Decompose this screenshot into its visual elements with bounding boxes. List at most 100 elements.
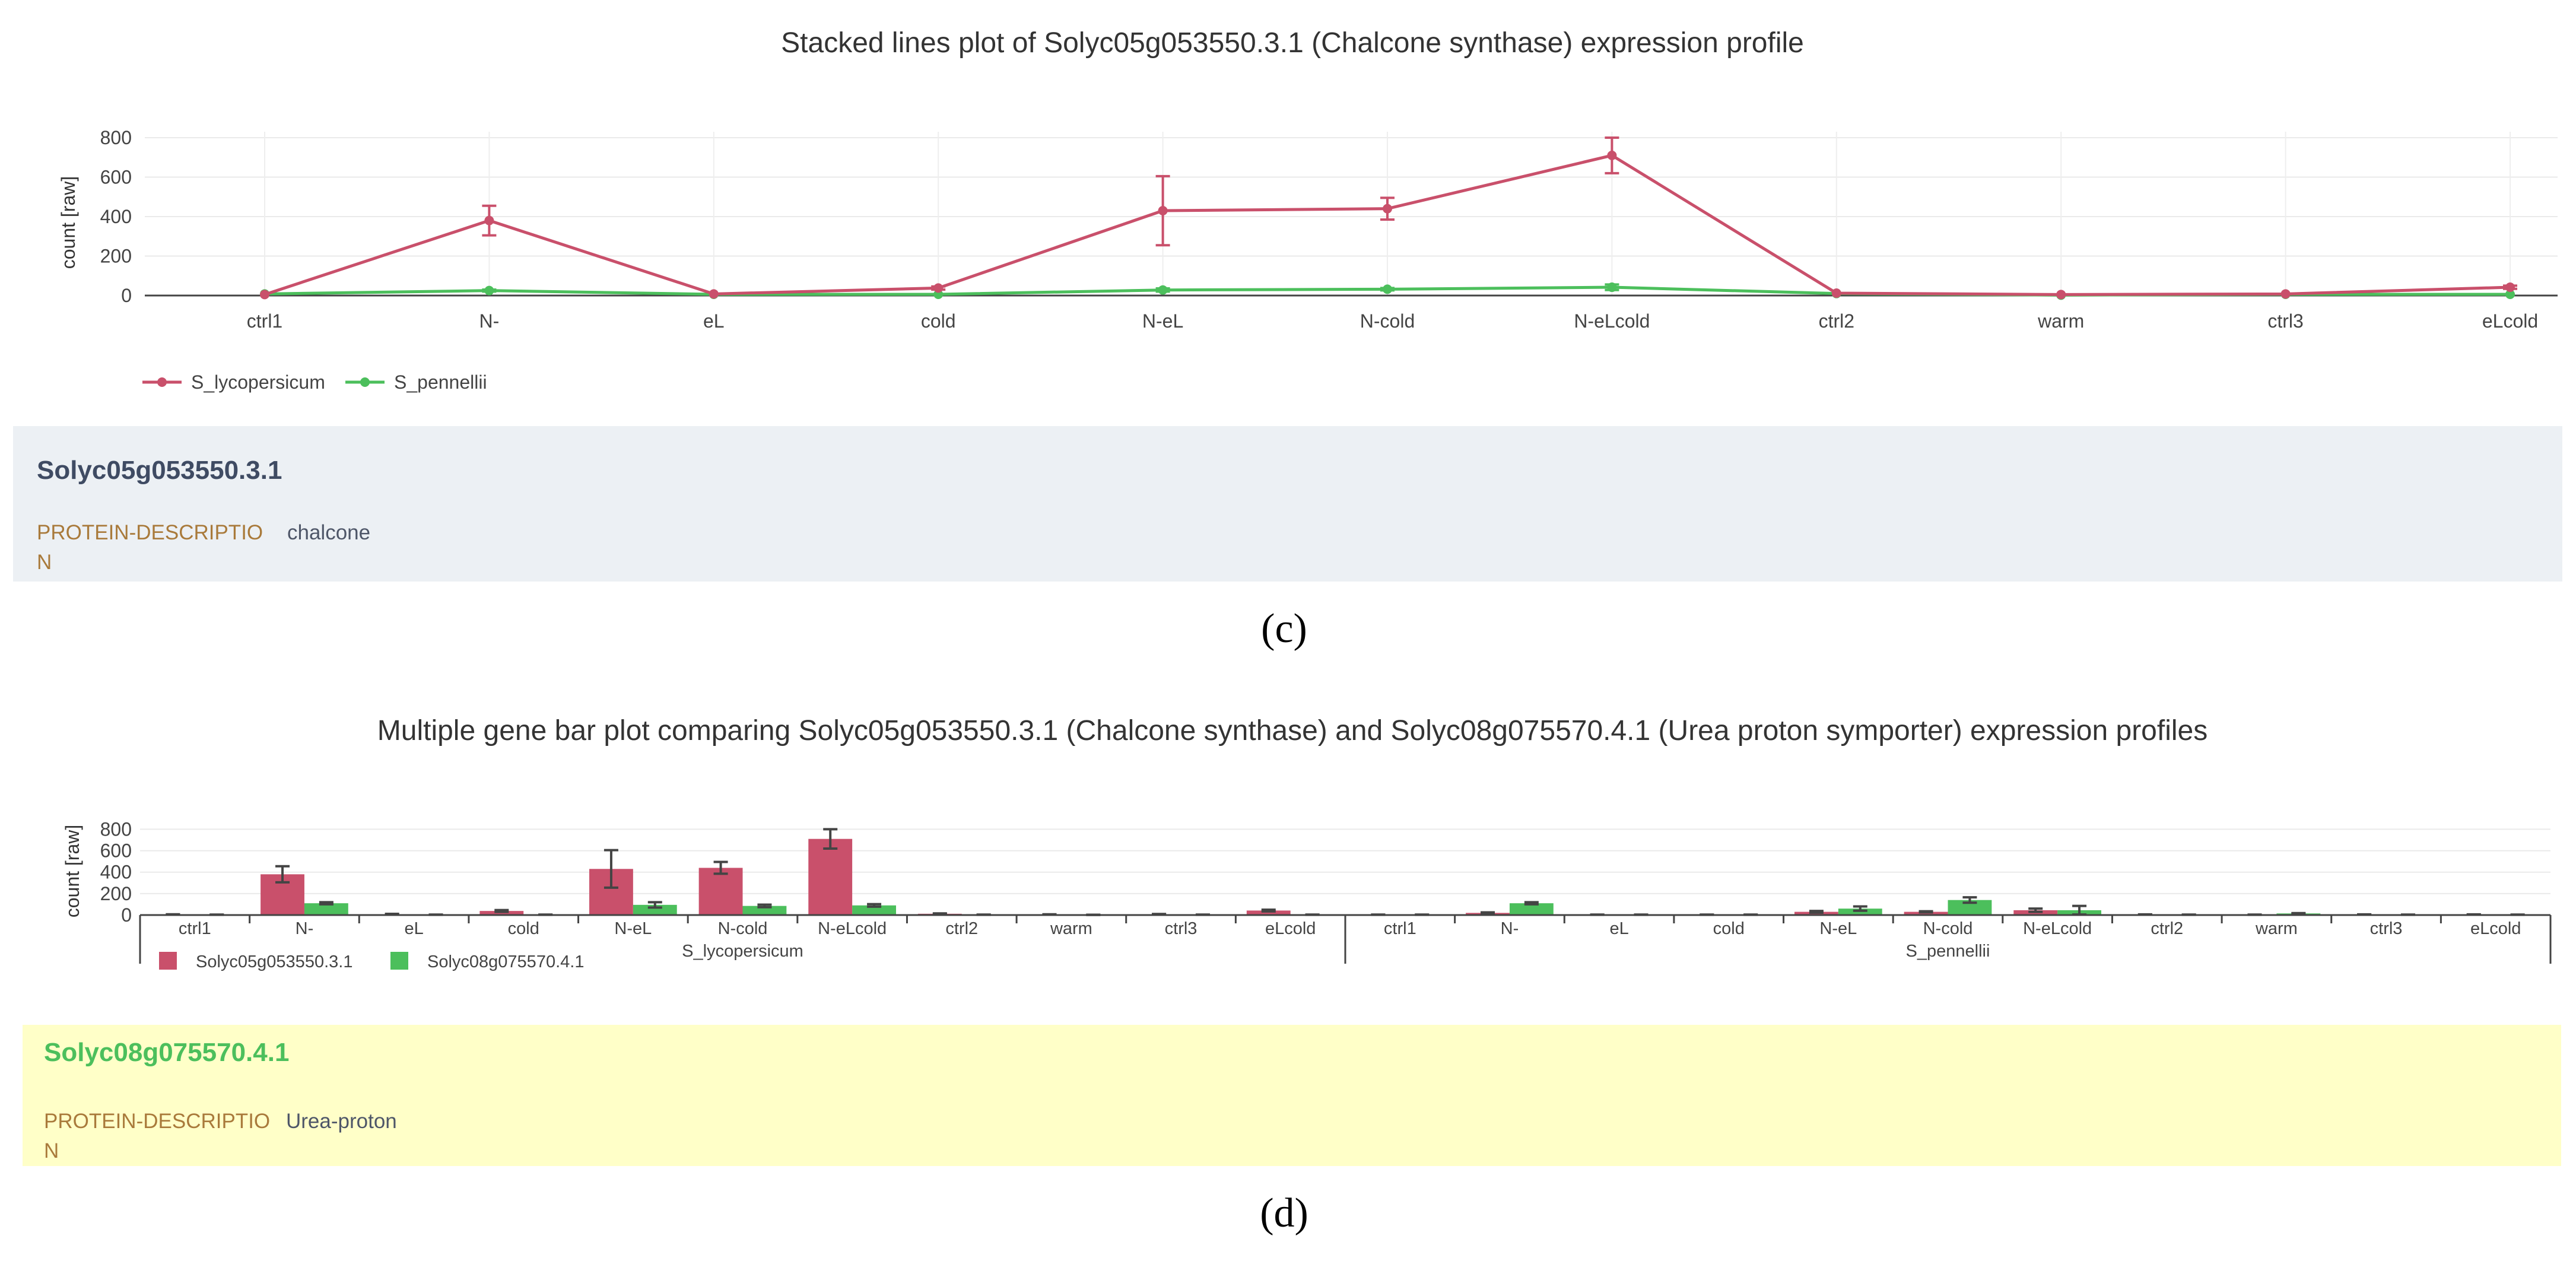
data-point[interactable] xyxy=(2280,289,2291,299)
data-point[interactable] xyxy=(709,289,719,299)
x-tick-label: eL xyxy=(1609,919,1628,938)
data-point[interactable] xyxy=(1383,284,1392,294)
gene-info-card-c: Solyc05g053550.3.1 PROTEIN-DESCRIPTION c… xyxy=(13,426,2562,582)
data-point[interactable] xyxy=(933,283,944,293)
bar-chart-y-axis-label: count [raw] xyxy=(62,825,83,918)
protein-description-key: PROTEIN-DESCRIPTION xyxy=(37,521,263,574)
legend-swatch-icon xyxy=(159,952,177,970)
line-chart-legend[interactable]: S_lycopersicum S_pennellii xyxy=(142,371,487,393)
y-tick-label: 800 xyxy=(100,818,132,840)
bar[interactable] xyxy=(808,838,853,915)
data-point[interactable] xyxy=(1607,150,1617,160)
gene-id-title: Solyc05g053550.3.1 xyxy=(37,456,282,485)
x-tick-label: N-eLcold xyxy=(2023,919,2092,938)
data-point[interactable] xyxy=(1158,285,1168,295)
y-tick-label: 0 xyxy=(121,904,132,926)
x-tick-label: N-eLcold xyxy=(1574,310,1650,332)
x-tick-label: warm xyxy=(1050,919,1092,938)
gene-info-card-d: Solyc08g075570.4.1 PROTEIN-DESCRIPTION U… xyxy=(23,1025,2561,1166)
legend-label: S_lycopersicum xyxy=(191,371,325,393)
data-point[interactable] xyxy=(484,285,494,296)
x-tick-label: N-eLcold xyxy=(818,919,887,938)
y-tick-label: 400 xyxy=(100,862,132,883)
legend-label: Solyc05g053550.3.1 xyxy=(196,952,352,971)
group-label: S_lycopersicum xyxy=(682,942,803,961)
data-point[interactable] xyxy=(484,215,494,225)
x-tick-label: ctrl2 xyxy=(945,919,978,938)
line-chart-title: Stacked lines plot of Solyc05g053550.3.1… xyxy=(781,27,1804,59)
x-tick-label: cold xyxy=(508,919,539,938)
x-tick-label: ctrl2 xyxy=(1819,310,1854,332)
data-point[interactable] xyxy=(1158,206,1168,216)
bar[interactable] xyxy=(633,904,677,915)
x-tick-label: ctrl2 xyxy=(2151,919,2183,938)
gene-id-title: Solyc08g075570.4.1 xyxy=(44,1038,290,1067)
protein-description-value: Urea-proton xyxy=(286,1110,397,1133)
y-tick-label: 400 xyxy=(100,206,132,227)
data-point[interactable] xyxy=(2056,290,2066,300)
x-tick-label: ctrl1 xyxy=(1384,919,1416,938)
x-tick-label: N-eL xyxy=(614,919,652,938)
x-tick-label: eLcold xyxy=(1265,919,1316,938)
x-tick-label: N-eL xyxy=(1819,919,1857,938)
protein-description-key: PROTEIN-DESCRIPTION xyxy=(44,1110,271,1162)
legend-marker-icon xyxy=(360,377,370,387)
data-point[interactable] xyxy=(1383,204,1392,214)
line-chart-grid xyxy=(145,132,2558,297)
bar-chart-x-axis: ctrl1 N-eL cold N-eL N-cold N-eLcold ctrl2 warm… xyxy=(139,914,2552,964)
panel-label-d: (d) xyxy=(1260,1190,1308,1236)
x-tick-label: N- xyxy=(1501,919,1519,938)
panel-label-c: (c) xyxy=(1261,606,1307,652)
line-chart-y-ticks: 0 200 400 600 800 xyxy=(100,127,132,306)
data-point[interactable] xyxy=(2505,282,2515,293)
data-point[interactable] xyxy=(1831,288,1841,298)
legend-label: S_pennellii xyxy=(394,371,487,393)
x-tick-label: eLcold xyxy=(2470,919,2521,938)
x-tick-label: N-eL xyxy=(1142,310,1183,332)
series-S_lycopersicum xyxy=(260,136,2517,300)
bar[interactable] xyxy=(698,868,743,915)
group-label: S_pennellii xyxy=(1906,942,1990,961)
x-tick-label: warm xyxy=(2255,919,2298,938)
legend-item-S_pennellii[interactable]: S_pennellii xyxy=(345,371,487,393)
y-tick-label: 800 xyxy=(100,127,132,148)
line-chart-series xyxy=(260,136,2517,300)
y-tick-label: 600 xyxy=(100,840,132,862)
legend-item-Solyc05g053550.3.1[interactable]: Solyc05g053550.3.1 xyxy=(159,952,352,971)
x-tick-label: cold xyxy=(1713,919,1745,938)
y-tick-label: 200 xyxy=(100,883,132,904)
bar[interactable] xyxy=(852,905,896,915)
data-point[interactable] xyxy=(2505,290,2515,300)
bar[interactable] xyxy=(742,906,787,915)
x-tick-label: N-cold xyxy=(1360,310,1415,332)
group-S_pennellii xyxy=(1356,896,2540,916)
line-chart-x-ticks: ctrl1 N-eL cold N-eL N-cold N-eLcold ctrl2 warm… xyxy=(247,310,2538,332)
x-tick-label: N-cold xyxy=(1923,919,1973,938)
line-chart-y-axis-label: count [raw] xyxy=(58,176,79,269)
legend-item-Solyc08g075570.4.1[interactable]: Solyc08g075570.4.1 xyxy=(390,952,584,971)
bar-chart-legend[interactable]: Solyc05g053550.3.1 Solyc08g075570.4.1 xyxy=(159,952,584,971)
x-tick-label: eLcold xyxy=(2482,310,2538,332)
x-tick-label: ctrl1 xyxy=(179,919,211,938)
legend-swatch-icon xyxy=(390,952,408,970)
legend-label: Solyc08g075570.4.1 xyxy=(427,952,584,971)
bar[interactable] xyxy=(1509,903,1554,915)
x-tick-label: N- xyxy=(296,919,314,938)
x-tick-label: N- xyxy=(479,310,500,332)
bar-chart: Multiple gene bar plot comparing Solyc05… xyxy=(62,715,2552,971)
y-tick-label: 200 xyxy=(100,245,132,266)
bar[interactable] xyxy=(304,903,348,915)
series-S_pennellii xyxy=(260,282,2515,300)
line-chart: Stacked lines plot of Solyc05g053550.3.1… xyxy=(58,27,2558,393)
data-point[interactable] xyxy=(1607,282,1617,293)
x-tick-label: ctrl3 xyxy=(1165,919,1198,938)
data-point[interactable] xyxy=(260,290,269,300)
x-tick-label: eL xyxy=(404,919,423,938)
x-tick-label: ctrl3 xyxy=(2370,919,2403,938)
legend-item-S_lycopersicum[interactable]: S_lycopersicum xyxy=(142,371,325,393)
bar[interactable] xyxy=(1246,910,1291,915)
x-tick-label: warm xyxy=(2037,310,2084,332)
x-tick-label: ctrl1 xyxy=(247,310,282,332)
